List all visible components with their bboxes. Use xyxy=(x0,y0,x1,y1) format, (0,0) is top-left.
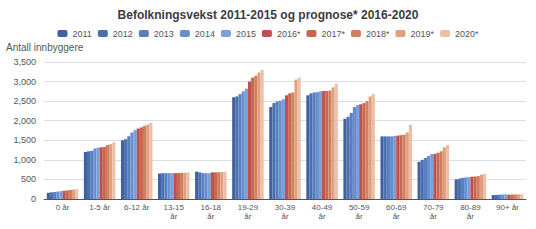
svg-text:år: år xyxy=(430,212,437,221)
svg-text:16-18: 16-18 xyxy=(201,203,222,212)
svg-text:50-59: 50-59 xyxy=(349,203,370,212)
svg-text:år: år xyxy=(207,212,214,221)
svg-text:19-29: 19-29 xyxy=(238,203,259,212)
svg-text:år: år xyxy=(393,212,400,221)
svg-text:30-39: 30-39 xyxy=(275,203,296,212)
svg-text:80-89: 80-89 xyxy=(460,203,481,212)
svg-text:2,500: 2,500 xyxy=(13,96,36,106)
svg-text:0 år: 0 år xyxy=(56,203,70,212)
svg-text:2,000: 2,000 xyxy=(13,116,36,126)
svg-text:3,500: 3,500 xyxy=(13,57,36,67)
svg-text:2014: 2014 xyxy=(195,29,215,39)
svg-text:500: 500 xyxy=(21,174,36,184)
svg-text:2020*: 2020* xyxy=(455,29,479,39)
svg-text:0: 0 xyxy=(31,194,36,204)
svg-text:2015: 2015 xyxy=(236,29,256,39)
svg-text:2017*: 2017* xyxy=(321,29,345,39)
svg-text:90+ år: 90+ år xyxy=(496,203,519,212)
svg-text:40-49: 40-49 xyxy=(312,203,333,212)
svg-text:år: år xyxy=(356,212,363,221)
svg-text:2018*: 2018* xyxy=(366,29,390,39)
svg-text:Antall innbyggere: Antall innbyggere xyxy=(6,42,84,53)
svg-text:2016*: 2016* xyxy=(277,29,301,39)
svg-text:2011: 2011 xyxy=(72,29,91,39)
svg-text:60-69: 60-69 xyxy=(386,203,407,212)
svg-text:år: år xyxy=(244,212,251,221)
svg-text:år: år xyxy=(319,212,326,221)
svg-text:år: år xyxy=(170,212,177,221)
svg-text:6-12 år: 6-12 år xyxy=(124,203,150,212)
svg-text:1,500: 1,500 xyxy=(13,135,36,145)
svg-text:1-5 år: 1-5 år xyxy=(89,203,110,212)
svg-text:70-79: 70-79 xyxy=(423,203,444,212)
svg-text:2019*: 2019* xyxy=(410,29,434,39)
svg-text:Befolkningsvekst 2011-2015 og: Befolkningsvekst 2011-2015 og prognose* … xyxy=(118,8,419,22)
svg-text:år: år xyxy=(467,212,474,221)
svg-text:3,000: 3,000 xyxy=(13,77,36,87)
svg-text:13-15: 13-15 xyxy=(164,203,185,212)
svg-text:2012: 2012 xyxy=(113,29,133,39)
svg-text:2013: 2013 xyxy=(154,29,174,39)
svg-text:år: år xyxy=(281,212,288,221)
svg-text:1,000: 1,000 xyxy=(13,155,36,165)
